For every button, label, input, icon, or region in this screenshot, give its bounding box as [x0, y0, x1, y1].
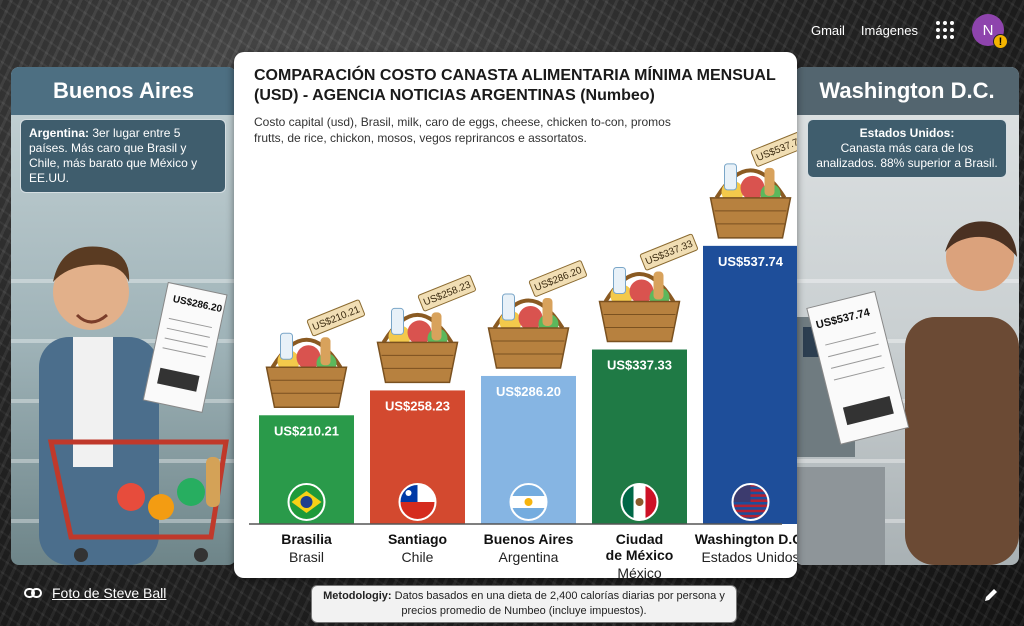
left-bubble-text: 3er lugar entre 5 países. Más caro que B… [29, 126, 198, 185]
bar-chart: US$210.21 US$210.21 Brasilia Brasil US$258.2… [249, 130, 797, 578]
methodology-text: Datos basados en una dieta de 2,400 calo… [391, 590, 725, 617]
bar-value-label-1: US$258.23 [385, 398, 450, 413]
photo-credit: Foto de Steve Ball [24, 585, 166, 601]
country-label-4: Estados Unidos [701, 549, 797, 565]
pencil-icon [985, 589, 997, 601]
warning-badge-icon: ! [993, 34, 1008, 49]
account-avatar[interactable]: N ! [972, 14, 1008, 49]
country-label-0: Brasil [289, 549, 324, 565]
country-label-1: Chile [402, 549, 434, 565]
methodology-label: Metodologiy: [323, 590, 392, 602]
bar-value-label-3: US$337.33 [607, 358, 672, 373]
apps-grid-icon[interactable] [934, 19, 956, 41]
basket-icon-4 [709, 163, 792, 239]
basket-icon-3 [598, 267, 681, 343]
basket-icon-0 [265, 332, 348, 409]
country-label-2: Argentina [499, 549, 559, 565]
price-tag-3: US$337.33 [639, 233, 698, 271]
brazil-flag-icon [287, 483, 326, 521]
left-panel-buenos-aires: Buenos Aires Argentina: 3er lugar entre … [11, 67, 236, 565]
bar-value-label-2: US$286.20 [496, 384, 561, 399]
right-panel-washington: Washington D.C. Estados Unidos: Canasta … [795, 67, 1019, 565]
category-label-3-0: Ciudad [616, 531, 663, 547]
left-panel-title: Buenos Aires [11, 67, 236, 115]
chile-flag-icon [398, 483, 437, 521]
mexico-flag-icon [620, 483, 659, 521]
chart-subtitle: Costo capital (usd), Brasil, milk, caro … [254, 115, 671, 145]
bar-value-label-4: US$537.74 [718, 254, 784, 269]
chart-title: COMPARACIÓN COSTO CANASTA ALIMENTARIA MÍ… [254, 67, 776, 104]
bar-value-label-0: US$210.21 [274, 423, 339, 438]
bar-4 [703, 245, 797, 524]
left-speech-bubble: Argentina: 3er lugar entre 5 países. Más… [20, 119, 226, 193]
gmail-link[interactable]: Gmail [810, 22, 845, 38]
category-label-3-1: de México [606, 547, 674, 563]
google-top-bar: Gmail Imágenes N ! [810, 14, 1008, 49]
category-label-1-0: Santiago [388, 531, 447, 547]
basket-icon-1 [376, 307, 459, 384]
price-tag-2: US$286.20 [528, 260, 587, 297]
price-tag-0: US$210.21 [306, 299, 365, 337]
avatar-initial: N [982, 21, 994, 39]
basket-icon-2 [487, 293, 570, 369]
right-panel-title: Washington D.C. [795, 67, 1019, 115]
category-label-2-0: Buenos Aires [484, 531, 574, 547]
edit-pencil-button[interactable] [978, 582, 1004, 608]
methodology-note: Metodologiy: Datos basados en una dieta … [311, 585, 737, 623]
images-link[interactable]: Imágenes [860, 22, 918, 38]
category-label-0-0: Brasilia [281, 531, 332, 547]
price-tag-1: US$258.23 [417, 274, 476, 312]
price-tag-4: US$537.74 [750, 130, 797, 167]
man-with-receipt-illustration: US$537.74 [795, 221, 1019, 565]
country-label-3: México [617, 565, 662, 578]
right-bubble-strong: Estados Unidos: [859, 126, 955, 140]
argentina-flag-icon [509, 483, 548, 521]
link-icon [24, 588, 42, 598]
category-label-4-0: Washington D.C. [695, 531, 797, 547]
right-speech-bubble: Estados Unidos: Canasta más cara de los … [807, 119, 1007, 178]
photo-credit-link[interactable]: Foto de Steve Ball [52, 585, 167, 601]
chart-card: COMPARACIÓN COSTO CANASTA ALIMENTARIA MÍ… [234, 52, 797, 578]
right-bubble-text: Canasta más cara de los analizados. 88% … [816, 141, 998, 170]
left-bubble-strong: Argentina: [29, 126, 89, 140]
shopper-illustration: US$286.20 [39, 246, 229, 565]
